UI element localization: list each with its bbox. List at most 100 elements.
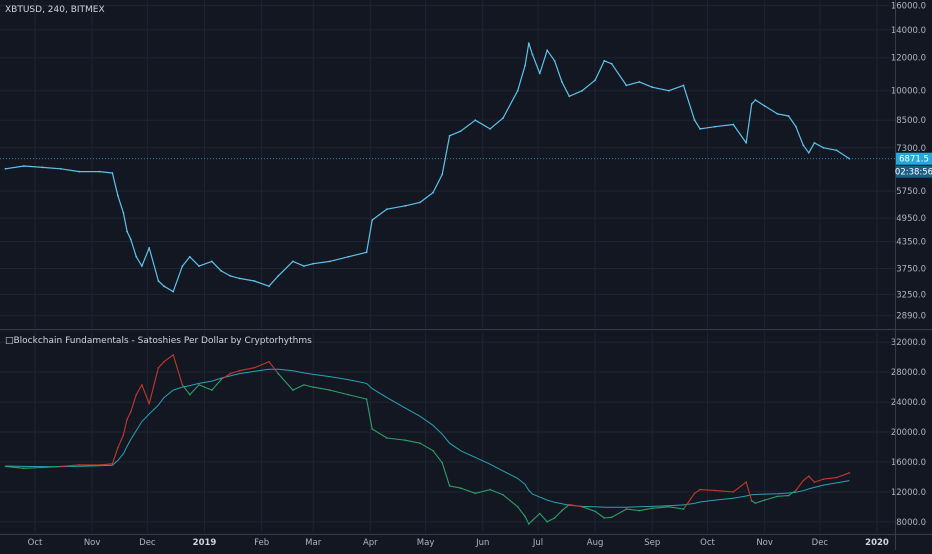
price-point bbox=[419, 201, 421, 204]
spd-segment-below-ma bbox=[181, 384, 191, 396]
price-point bbox=[802, 144, 805, 147]
spd-point bbox=[539, 512, 541, 515]
price-point bbox=[776, 113, 779, 115]
time-axis-tick-label: Nov bbox=[84, 538, 101, 548]
spd-segment-above-ma bbox=[130, 394, 137, 413]
spd-segment-below-ma bbox=[366, 398, 373, 430]
spd-segment-below-ma bbox=[561, 504, 570, 512]
spd-segment-below-ma bbox=[776, 495, 790, 497]
price-point bbox=[610, 62, 613, 65]
spd-segment-above-ma bbox=[117, 434, 124, 449]
spd-moving-average-line[interactable] bbox=[5, 368, 850, 508]
price-point bbox=[667, 89, 670, 92]
spd-segment-above-ma bbox=[682, 492, 696, 510]
price-point bbox=[181, 265, 184, 267]
price-point bbox=[531, 53, 534, 56]
indicator-pane[interactable] bbox=[4, 354, 851, 525]
price-point bbox=[638, 81, 641, 83]
price-point bbox=[459, 130, 462, 133]
spd-segment-below-ma bbox=[460, 487, 476, 494]
price-point bbox=[386, 208, 388, 211]
time-axis-tick-label: Dec bbox=[812, 538, 829, 548]
spd-point bbox=[122, 434, 125, 436]
price-point bbox=[787, 115, 790, 117]
spd-segment-above-ma bbox=[568, 504, 583, 508]
spd-point bbox=[732, 491, 735, 493]
time-axis-tick-label: Jun bbox=[475, 538, 489, 548]
symbol-title[interactable]: XBTUSD, 240, BITMEX bbox=[5, 5, 105, 15]
time-axis-tick-label: May bbox=[417, 538, 435, 548]
spd-segment-above-ma bbox=[268, 361, 279, 375]
price-point bbox=[211, 260, 213, 263]
spd-point bbox=[277, 372, 280, 375]
spd-point bbox=[141, 384, 143, 386]
spd-point bbox=[181, 384, 184, 386]
spd-point bbox=[386, 437, 388, 439]
price-point bbox=[277, 275, 280, 277]
spd-segment-above-ma bbox=[172, 354, 183, 386]
spd-point bbox=[163, 360, 165, 363]
price-point bbox=[198, 265, 200, 267]
spd-segment-above-ma bbox=[835, 472, 850, 479]
spd-point bbox=[822, 478, 825, 480]
price-point bbox=[371, 219, 374, 221]
price-axis-tick-label: 10000.0 bbox=[891, 87, 926, 97]
spd-point bbox=[459, 487, 462, 489]
grid-layer bbox=[0, 0, 895, 533]
spd-point bbox=[292, 389, 294, 391]
price-point bbox=[732, 123, 735, 126]
spd-segment-above-ma bbox=[111, 447, 119, 465]
spd-segment-below-ma bbox=[651, 506, 670, 509]
spd-point bbox=[802, 479, 805, 482]
price-point bbox=[229, 275, 232, 277]
indicator-axis-tick-label: 20000.0 bbox=[891, 428, 926, 438]
spd-point bbox=[371, 428, 374, 430]
indicator-title[interactable]: □Blockchain Fundamentals - Satoshies Per… bbox=[5, 336, 312, 346]
price-point bbox=[699, 127, 701, 130]
price-point bbox=[253, 280, 256, 282]
spd-point bbox=[776, 495, 779, 498]
spd-point bbox=[610, 516, 613, 519]
spd-point bbox=[4, 465, 7, 468]
spd-point bbox=[253, 366, 256, 369]
spd-segment-below-ma bbox=[603, 516, 613, 519]
spd-segment-above-ma bbox=[141, 384, 150, 405]
spd-point bbox=[211, 389, 213, 391]
spd-point bbox=[835, 476, 838, 479]
indicator-axis-tick-label: 12000.0 bbox=[891, 488, 926, 498]
spd-point bbox=[489, 488, 491, 491]
spd-segment-below-ma bbox=[189, 384, 200, 396]
spd-segment-below-ma bbox=[754, 499, 766, 504]
spd-point bbox=[432, 449, 434, 452]
spd-point bbox=[808, 475, 810, 477]
price-point bbox=[129, 238, 132, 241]
spd-segment-below-ma bbox=[329, 389, 349, 396]
price-point bbox=[148, 247, 151, 249]
spd-point bbox=[419, 442, 421, 445]
spd-segment-below-ma bbox=[528, 519, 534, 525]
price-pane[interactable] bbox=[0, 42, 895, 293]
last-price-badge[interactable] bbox=[896, 152, 932, 165]
spd-point bbox=[651, 507, 653, 510]
price-point bbox=[714, 125, 716, 128]
price-point bbox=[822, 146, 825, 149]
spd-segment-below-ma bbox=[449, 485, 462, 489]
spd-point bbox=[750, 500, 753, 502]
last-price-label: 6871.5 bbox=[899, 155, 929, 165]
spd-segment-below-ma bbox=[638, 507, 653, 512]
spd-segment-above-ma bbox=[157, 361, 165, 369]
price-point bbox=[807, 151, 810, 154]
spd-point bbox=[329, 389, 331, 391]
price-point bbox=[524, 64, 526, 67]
spd-segment-above-ma bbox=[229, 370, 241, 375]
price-axis-tick-label: 14000.0 bbox=[891, 26, 926, 36]
price-point bbox=[157, 280, 160, 282]
price-point bbox=[625, 84, 628, 87]
price-point bbox=[292, 260, 294, 263]
indicator-axis-tick-label: 28000.0 bbox=[891, 368, 926, 378]
spd-segment-above-ma bbox=[220, 373, 231, 381]
spd-segment-below-ma bbox=[554, 510, 563, 519]
spd-segment-above-ma bbox=[699, 489, 716, 491]
